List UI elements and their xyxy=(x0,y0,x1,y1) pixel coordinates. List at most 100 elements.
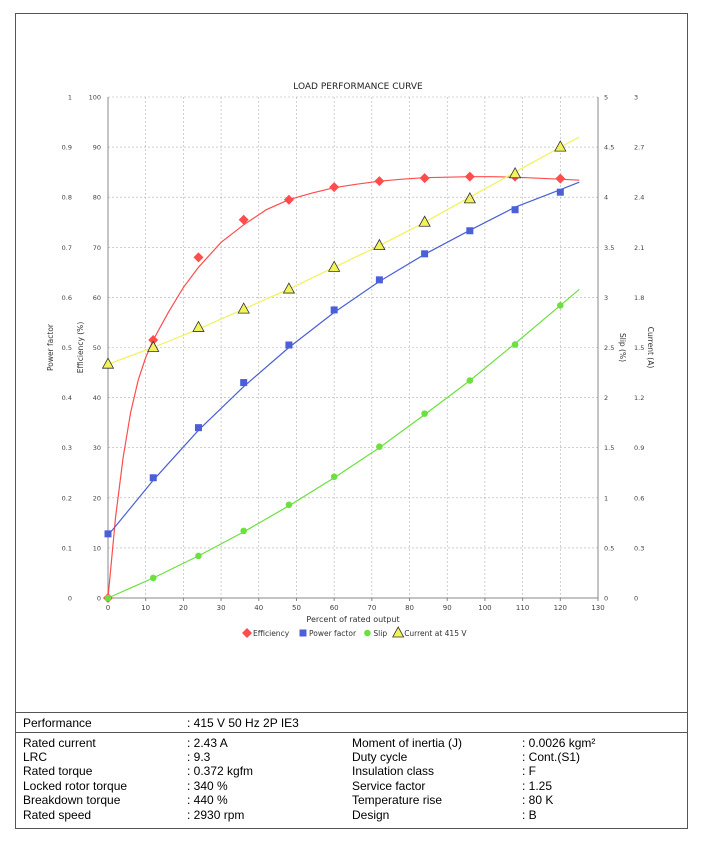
spec-label: Service factor xyxy=(352,779,426,793)
legend-marker-efficiency xyxy=(242,628,252,638)
y-tick-label-efficiency: 10 xyxy=(93,544,101,552)
legend-label-efficiency: Efficiency xyxy=(253,629,290,638)
x-tick-label: 10 xyxy=(141,604,150,612)
y-tick-label-slip: 0.5 xyxy=(604,544,614,552)
x-tick-label: 0 xyxy=(106,604,110,612)
legend-label-slip: Slip xyxy=(373,629,387,638)
spec-label: LRC xyxy=(23,750,48,764)
y-tick-label-current: 0 xyxy=(634,595,638,603)
y-tick-label-slip: 3 xyxy=(604,294,608,302)
spec-value: : 0.0026 kgm² xyxy=(522,736,596,750)
y-axis-label-power-factor: Power factor xyxy=(46,323,55,371)
data-point-efficiency xyxy=(148,334,159,345)
data-point-power-factor xyxy=(240,379,248,387)
series-line-current-at-415-v xyxy=(107,136,580,365)
y-tick-label-power-factor: 0.5 xyxy=(62,344,72,352)
y-tick-label-efficiency: 20 xyxy=(93,494,101,502)
chart-title: LOAD PERFORMANCE CURVE xyxy=(293,82,423,92)
data-point-efficiency xyxy=(329,182,340,193)
data-point-current-at-415-v xyxy=(508,166,522,179)
x-tick-label: 80 xyxy=(405,604,414,612)
y-tick-label-efficiency: 60 xyxy=(93,294,101,302)
y-tick-label-slip: 2 xyxy=(604,394,608,402)
data-point-power-factor xyxy=(421,250,429,258)
y-tick-label-power-factor: 0.9 xyxy=(62,144,72,152)
spec-value: : 340 % xyxy=(187,779,228,793)
y-tick-label-slip: 4.5 xyxy=(604,144,614,152)
data-point-slip xyxy=(149,574,157,582)
data-point-slip xyxy=(376,443,383,450)
y-tick-label-current: 1.8 xyxy=(634,294,644,302)
data-point-slip xyxy=(557,302,564,309)
x-tick-label: 60 xyxy=(330,604,339,612)
y-tick-label-slip: 5 xyxy=(604,94,608,102)
spec-label: Moment of inertia (J) xyxy=(352,736,463,750)
spec-label: Rated torque xyxy=(23,764,93,778)
x-tick-label: 70 xyxy=(367,604,376,612)
series-line-slip xyxy=(107,288,580,599)
spec-label: Locked rotor torque xyxy=(23,779,128,793)
y-tick-label-efficiency: 50 xyxy=(93,344,101,352)
y-tick-label-efficiency: 40 xyxy=(93,394,101,402)
data-point-efficiency xyxy=(374,176,385,187)
y-tick-label-efficiency: 90 xyxy=(93,144,101,152)
data-point-current-at-415-v xyxy=(418,215,431,227)
data-point-power-factor xyxy=(104,530,112,538)
data-point-slip xyxy=(421,410,428,417)
y-tick-label-current: 3 xyxy=(634,94,638,102)
y-tick-label-slip: 2.5 xyxy=(604,344,614,352)
y-tick-label-efficiency: 80 xyxy=(93,194,101,202)
spec-label: Rated speed xyxy=(23,808,92,822)
y-tick-label-current: 0.9 xyxy=(634,444,644,452)
y-tick-label-current: 2.4 xyxy=(634,194,644,202)
spec-value: : F xyxy=(522,764,536,778)
y-tick-label-current: 0.6 xyxy=(634,494,644,502)
data-point-current-at-415-v xyxy=(192,320,205,332)
data-point-slip xyxy=(285,501,293,509)
y-tick-label-power-factor: 0 xyxy=(68,595,72,603)
data-point-current-at-415-v xyxy=(373,238,386,251)
y-tick-label-power-factor: 0.4 xyxy=(62,394,72,402)
spec-value: : 2.43 A xyxy=(187,736,228,750)
spec-value: : 9.3 xyxy=(187,750,211,764)
spec-value: : 80 K xyxy=(522,793,554,807)
spec-value: : 1.25 xyxy=(522,779,553,793)
y-tick-label-power-factor: 0.8 xyxy=(62,194,72,202)
y-tick-label-efficiency: 0 xyxy=(97,595,101,603)
y-tick-label-power-factor: 0.7 xyxy=(62,244,72,252)
legend-marker-current-at-415-v xyxy=(392,626,405,638)
spec-row: Locked rotor torque : 340 % Service fact… xyxy=(16,779,688,794)
data-point-efficiency xyxy=(419,173,430,184)
y-tick-label-slip: 3.5 xyxy=(604,244,614,252)
data-point-current-at-415-v xyxy=(282,282,296,294)
y-tick-label-slip: 1 xyxy=(604,494,608,502)
table-header-rule xyxy=(16,732,688,733)
y-tick-label-power-factor: 0.3 xyxy=(62,444,72,452)
table-top-rule xyxy=(16,712,688,713)
x-tick-label: 30 xyxy=(217,604,226,612)
data-point-slip xyxy=(330,473,338,481)
y-tick-label-efficiency: 70 xyxy=(93,244,101,252)
data-point-efficiency xyxy=(555,173,566,184)
y-axis-label-efficiency: Efficiency (%) xyxy=(76,322,85,374)
data-point-efficiency xyxy=(238,214,249,225)
spec-label: Duty cycle xyxy=(352,750,408,764)
data-point-power-factor xyxy=(375,276,383,284)
spec-label: Temperature rise xyxy=(352,793,443,807)
y-tick-label-current: 0.3 xyxy=(634,544,644,552)
y-tick-label-power-factor: 0.2 xyxy=(62,494,72,502)
data-point-efficiency xyxy=(283,194,294,205)
data-point-power-factor xyxy=(330,306,338,314)
x-tick-label: 130 xyxy=(591,604,604,612)
y-tick-label-current: 2.7 xyxy=(634,144,644,152)
data-point-current-at-415-v xyxy=(237,302,250,314)
spec-value: : 415 V 50 Hz 2P IE3 xyxy=(187,716,299,730)
data-point-current-at-415-v xyxy=(463,192,477,204)
y-tick-label-power-factor: 1 xyxy=(68,94,72,102)
data-point-slip xyxy=(195,552,202,560)
data-point-power-factor xyxy=(149,474,157,482)
data-point-current-at-415-v xyxy=(101,357,115,369)
y-tick-label-efficiency: 100 xyxy=(89,94,101,102)
data-point-power-factor xyxy=(466,227,474,235)
